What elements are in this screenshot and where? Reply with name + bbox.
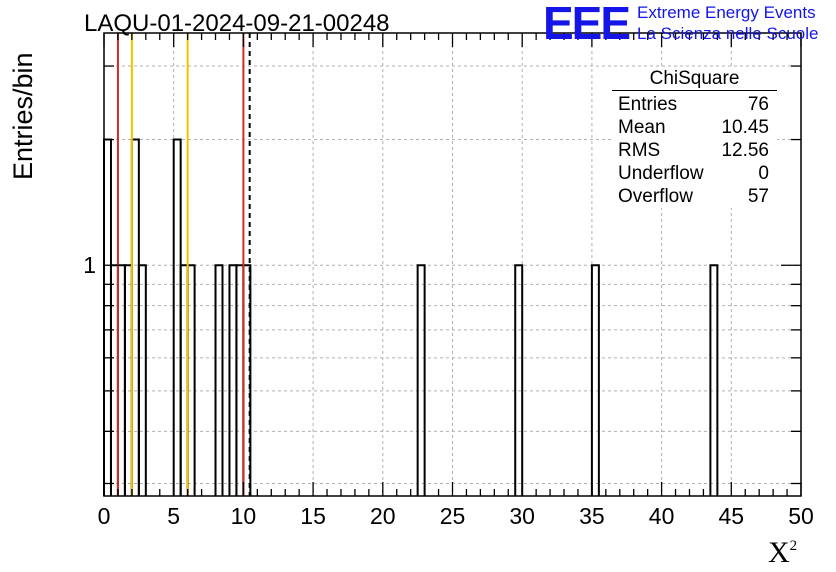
x-tick-label: 25 [440, 503, 466, 529]
x-tick-label: 45 [719, 503, 745, 529]
stats-label: Mean [618, 117, 666, 138]
histogram-bin [116, 264, 126, 496]
histogram-bin [590, 264, 600, 496]
histogram-bin [137, 264, 147, 496]
stats-label: Entries [618, 94, 678, 115]
histogram-bin [514, 264, 524, 496]
y-tick-label: 1 [83, 252, 96, 278]
histogram-bin [103, 138, 112, 496]
histogram-bin [186, 264, 196, 496]
eee-logo: EEE [543, 0, 631, 49]
y-axis-label: Entries/bin [8, 52, 38, 180]
x-axis-label-superscript: 2 [789, 538, 798, 554]
stats-box: ChiSquare Entries 76 Mean 10.45 RMS 12.56 U… [612, 68, 777, 208]
histogram-bin [123, 264, 133, 496]
x-axis-label: X2 [768, 536, 797, 570]
histogram-bin [709, 264, 719, 496]
x-tick-label: 30 [509, 503, 535, 529]
x-tick-label: 20 [370, 503, 396, 529]
y-tick-labels: 1 [83, 252, 96, 278]
x-tick-label: 10 [231, 503, 257, 529]
stats-value: 10.45 [721, 117, 769, 138]
logo-caption-line2: La Scienza nelle Scuole [637, 24, 819, 43]
stats-title: ChiSquare [612, 68, 777, 91]
marker-lines [116, 33, 251, 496]
logo-caption-line1: Extreme Energy Events [637, 3, 816, 22]
stats-row-entries: Entries 76 [612, 93, 777, 116]
chart-title: LAQU-01-2024-09-21-00248 [84, 10, 390, 37]
x-tick-label: 40 [649, 503, 675, 529]
x-tick-label: 50 [788, 503, 814, 529]
histogram-bin [228, 264, 238, 496]
histogram-bin [235, 264, 245, 496]
x-tick-label: 15 [300, 503, 326, 529]
x-tick-labels: 0 5 10 15 20 25 30 35 40 45 50 [98, 503, 814, 529]
histogram-bin [416, 264, 426, 496]
histogram-bin [179, 264, 189, 496]
stats-row-underflow: Underflow 0 [612, 162, 777, 185]
stats-label: Underflow [618, 163, 704, 184]
stats-row-overflow: Overflow 57 [612, 185, 777, 208]
x-tick-label: 5 [167, 503, 180, 529]
histogram-bin [214, 264, 224, 496]
axis-ticks [103, 33, 802, 496]
stats-value: 0 [758, 163, 769, 184]
histogram-bin [130, 138, 140, 496]
x-axis-label-text: X [768, 536, 790, 569]
stats-value: 76 [747, 94, 769, 115]
histogram-bin [109, 264, 119, 496]
stats-row-rms: RMS 12.56 [612, 139, 777, 162]
stats-value: 57 [747, 186, 769, 207]
histogram-bin [242, 264, 252, 496]
stats-label: Overflow [618, 186, 693, 207]
histogram-bin [172, 138, 182, 496]
x-tick-label: 0 [98, 503, 111, 529]
stats-row-mean: Mean 10.45 [612, 116, 777, 139]
x-tick-label: 35 [579, 503, 605, 529]
stats-value: 12.56 [721, 140, 769, 161]
stats-label: RMS [618, 140, 661, 161]
